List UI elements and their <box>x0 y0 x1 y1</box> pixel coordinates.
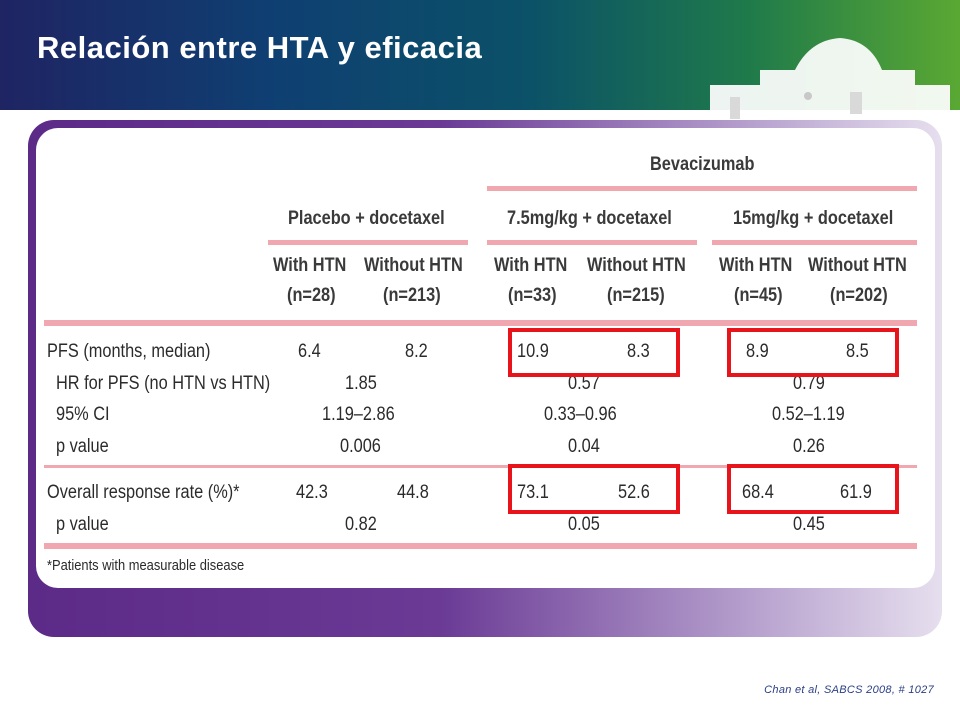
table-bottom-rule <box>44 543 917 549</box>
ci-label: 95% CI <box>56 404 110 425</box>
subheader-line1: Without HTN <box>808 255 907 276</box>
pfs-value: 8.3 <box>627 341 650 362</box>
orr-value: 61.9 <box>840 482 872 503</box>
orr-p-value: 0.82 <box>345 514 377 535</box>
bevacizumab-header: Bevacizumab <box>650 154 755 175</box>
placebo-rule <box>268 240 468 245</box>
section-rule <box>44 465 917 468</box>
ci-value: 0.33–0.96 <box>544 404 617 425</box>
subheader-line1: With HTN <box>719 255 793 276</box>
highlight-box-orr-bev75 <box>508 464 680 514</box>
highlight-box-orr-bev15 <box>727 464 899 514</box>
subheader-line2: (n=28) <box>287 285 336 306</box>
pfs-value: 8.9 <box>746 341 769 362</box>
mission-building-logo <box>710 38 950 120</box>
bevacizumab-rule <box>487 186 917 191</box>
header-bottom-rule <box>44 320 917 326</box>
pfs-value: 8.2 <box>405 341 428 362</box>
group-header-bev75: 7.5mg/kg + docetaxel <box>507 208 672 229</box>
orr-p-label: p value <box>56 514 109 535</box>
subheader-line2: (n=213) <box>383 285 441 306</box>
pfs-value: 10.9 <box>517 341 549 362</box>
subheader-line1: With HTN <box>494 255 568 276</box>
orr-value: 44.8 <box>397 482 429 503</box>
subheader-line1: Without HTN <box>587 255 686 276</box>
p-label: p value <box>56 436 109 457</box>
ci-value: 1.19–2.86 <box>322 404 395 425</box>
subheader-line2: (n=202) <box>830 285 888 306</box>
citation: Chan et al, SABCS 2008, # 1027 <box>764 684 934 696</box>
hr-value: 1.85 <box>345 373 377 394</box>
ci-value: 0.52–1.19 <box>772 404 845 425</box>
bev15-rule <box>712 240 917 245</box>
orr-p-value: 0.45 <box>793 514 825 535</box>
subheader-line2: (n=215) <box>607 285 665 306</box>
p-value: 0.006 <box>340 436 381 457</box>
p-value: 0.04 <box>568 436 600 457</box>
slide-title: Relación entre HTA y eficacia <box>37 30 483 65</box>
pfs-value: 8.5 <box>846 341 869 362</box>
group-header-bev15: 15mg/kg + docetaxel <box>733 208 894 229</box>
subheader-line1: Without HTN <box>364 255 463 276</box>
orr-label: Overall response rate (%)* <box>47 482 240 503</box>
bev75-rule <box>487 240 697 245</box>
table-footnote: *Patients with measurable disease <box>47 557 245 574</box>
orr-p-value: 0.05 <box>568 514 600 535</box>
orr-value: 68.4 <box>742 482 774 503</box>
hr-value: 0.79 <box>793 373 825 394</box>
orr-value: 42.3 <box>296 482 328 503</box>
hr-label: HR for PFS (no HTN vs HTN) <box>56 373 271 394</box>
hr-value: 0.57 <box>568 373 600 394</box>
subheader-line1: With HTN <box>273 255 347 276</box>
orr-value: 73.1 <box>517 482 549 503</box>
highlight-box-pfs-bev75 <box>508 328 680 377</box>
p-value: 0.26 <box>793 436 825 457</box>
highlight-box-pfs-bev15 <box>727 328 899 377</box>
pfs-value: 6.4 <box>298 341 321 362</box>
pfs-label: PFS (months, median) <box>47 341 211 362</box>
subheader-line2: (n=33) <box>508 285 557 306</box>
subheader-line2: (n=45) <box>734 285 783 306</box>
group-header-placebo: Placebo + docetaxel <box>288 208 445 229</box>
orr-value: 52.6 <box>618 482 650 503</box>
